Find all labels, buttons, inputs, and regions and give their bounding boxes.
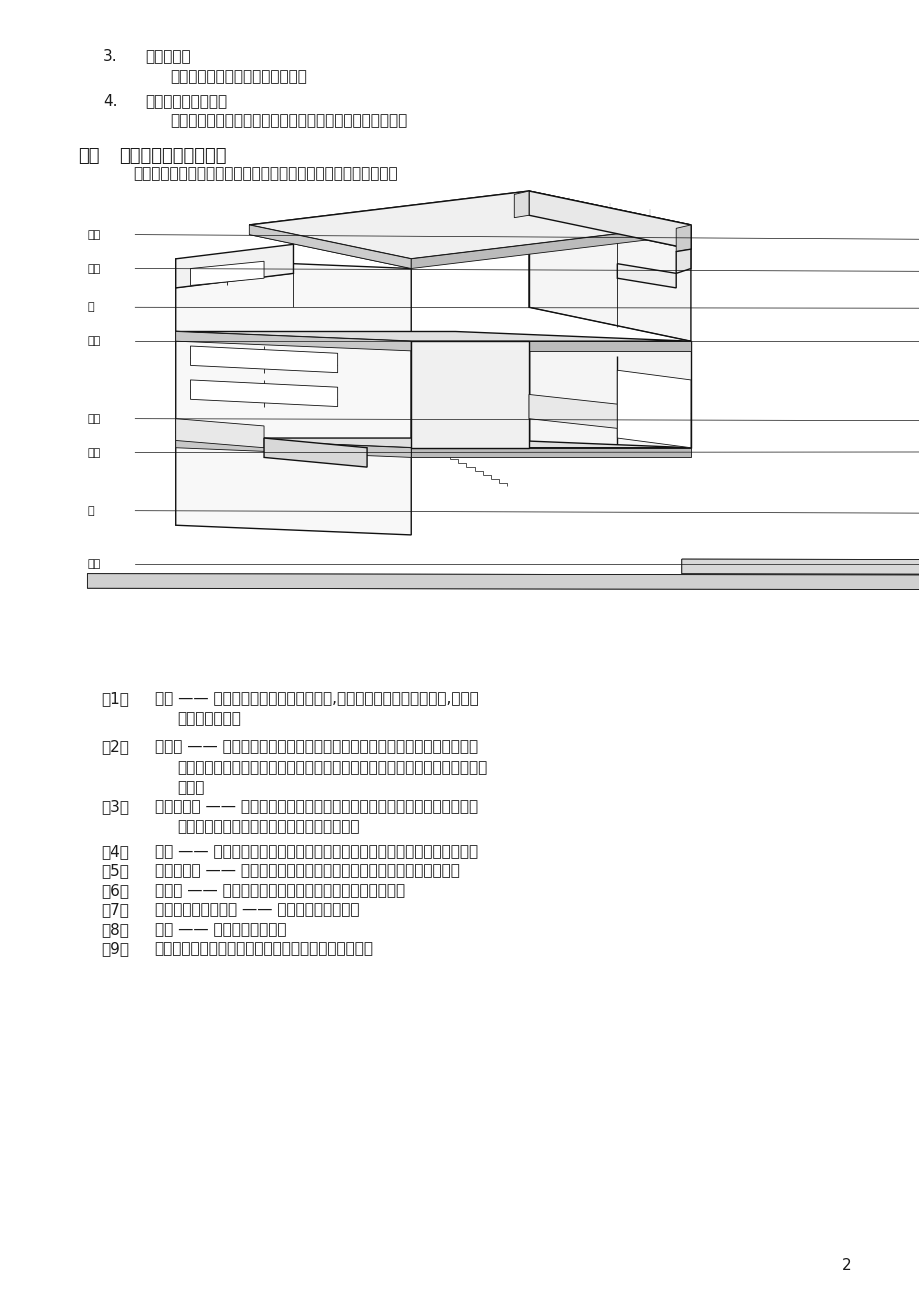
Polygon shape bbox=[411, 448, 690, 457]
Polygon shape bbox=[411, 341, 690, 448]
Polygon shape bbox=[176, 332, 411, 448]
Polygon shape bbox=[514, 191, 528, 217]
Text: 勒脚 —— 保护墙身的构件。: 勒脚 —— 保护墙身的构件。 bbox=[154, 922, 286, 937]
Polygon shape bbox=[249, 225, 411, 268]
Text: 屋顶 —— 是建筑物最上部的构造，用以隔绝风、雨、雪等对建筑物的侵袭。: 屋顶 —— 是建筑物最上部的构造，用以隔绝风、雨、雪等对建筑物的侵袭。 bbox=[154, 844, 477, 859]
Polygon shape bbox=[176, 332, 411, 350]
Text: （6）: （6） bbox=[101, 883, 129, 898]
Text: 外墙: 外墙 bbox=[87, 336, 100, 346]
Polygon shape bbox=[190, 262, 264, 285]
Text: 4.: 4. bbox=[103, 94, 118, 109]
Polygon shape bbox=[176, 419, 264, 448]
Text: （9）: （9） bbox=[101, 941, 129, 957]
Text: 墙与柱 —— 是建筑物垂直方向的承重结构，承担楼层、屋顶荷载及墙身的自: 墙与柱 —— 是建筑物垂直方向的承重结构，承担楼层、屋顶荷载及墙身的自 bbox=[154, 740, 477, 755]
Polygon shape bbox=[617, 264, 675, 288]
Text: 总平面设计、平面设计、剖面设计、建筑体型和立面设计；: 总平面设计、平面设计、剖面设计、建筑体型和立面设计； bbox=[170, 113, 407, 129]
Text: 柱: 柱 bbox=[87, 505, 94, 516]
Text: 雨棚: 雨棚 bbox=[87, 448, 100, 457]
Text: 建筑设计的主要内容: 建筑设计的主要内容 bbox=[145, 94, 227, 109]
Text: 重，并向下传递荷载。外墙还具有防寒、保温作用，内墙具有分隔建筑空间的: 重，并向下传递荷载。外墙还具有防寒、保温作用，内墙具有分隔建筑空间的 bbox=[177, 759, 487, 775]
Polygon shape bbox=[411, 341, 690, 350]
Polygon shape bbox=[190, 380, 337, 406]
Text: （2）: （2） bbox=[101, 740, 129, 755]
Text: 窗: 窗 bbox=[87, 302, 94, 312]
Text: 房屋建筑的组成及作用: 房屋建筑的组成及作用 bbox=[119, 147, 227, 165]
Text: 重量及楼板的自重，并把它传到墙、柱上去。: 重量及楼板的自重，并把它传到墙、柱上去。 bbox=[177, 820, 359, 835]
Polygon shape bbox=[675, 225, 690, 251]
Text: （4）: （4） bbox=[101, 844, 129, 859]
Text: 花架: 花架 bbox=[87, 263, 100, 273]
Text: 卷闸: 卷闸 bbox=[87, 414, 100, 423]
Polygon shape bbox=[617, 370, 690, 448]
Polygon shape bbox=[176, 437, 411, 457]
Text: 门、窗 —— 是建筑物内用以解决隔离和采光、通风之用。: 门、窗 —— 是建筑物内用以解决隔离和采光、通风之用。 bbox=[154, 883, 404, 898]
Text: 楼面与地面 —— 是建筑物水平方向的承重结构，承担各种家具、设备、人的: 楼面与地面 —— 是建筑物水平方向的承重结构，承担各种家具、设备、人的 bbox=[154, 799, 477, 815]
Text: 建筑三要素: 建筑三要素 bbox=[145, 49, 191, 65]
Text: （1）: （1） bbox=[101, 691, 129, 707]
Text: （8）: （8） bbox=[101, 922, 129, 937]
Text: 三、: 三、 bbox=[78, 147, 99, 165]
Text: 2: 2 bbox=[841, 1258, 850, 1273]
Text: 台阶: 台阶 bbox=[87, 559, 100, 569]
Polygon shape bbox=[528, 191, 690, 249]
Text: 作用。: 作用。 bbox=[177, 780, 205, 796]
Polygon shape bbox=[176, 332, 690, 341]
Polygon shape bbox=[87, 574, 919, 592]
Polygon shape bbox=[176, 245, 293, 288]
Polygon shape bbox=[176, 259, 411, 341]
Polygon shape bbox=[176, 437, 690, 448]
Text: 建筑功能、建筑技术、建筑形象；: 建筑功能、建筑技术、建筑形象； bbox=[170, 69, 307, 85]
Polygon shape bbox=[190, 346, 337, 372]
Text: 天沟、雨水管、散水 —— 组成建筑物排水系统: 天沟、雨水管、散水 —— 组成建筑物排水系统 bbox=[154, 902, 358, 918]
Polygon shape bbox=[681, 559, 919, 578]
Text: 基础 —— 是建筑物地下部分的承重结构,用以承担建筑物的上部荷载,并把荷: 基础 —— 是建筑物地下部分的承重结构,用以承担建筑物的上部荷载,并把荷 bbox=[154, 691, 478, 707]
Text: （3）: （3） bbox=[101, 799, 129, 815]
Polygon shape bbox=[264, 437, 367, 467]
Text: 房屋一般由下部的基础、墙、柱、楼地面、门窗以及屋顶等组成。: 房屋一般由下部的基础、墙、柱、楼地面、门窗以及屋顶等组成。 bbox=[133, 167, 398, 182]
Polygon shape bbox=[675, 249, 690, 273]
Polygon shape bbox=[528, 395, 617, 428]
Polygon shape bbox=[411, 341, 528, 448]
Text: （7）: （7） bbox=[101, 902, 129, 918]
Polygon shape bbox=[528, 215, 690, 341]
Text: 载传到地基上。: 载传到地基上。 bbox=[177, 711, 241, 727]
Text: 楼梯、台阶 —— 是建筑物内垂直的交通设施、解决上下层之间的联系。: 楼梯、台阶 —— 是建筑物内垂直的交通设施、解决上下层之间的联系。 bbox=[154, 863, 459, 879]
Text: 阳台: 阳台 bbox=[87, 229, 100, 240]
Text: （5）: （5） bbox=[101, 863, 129, 879]
Polygon shape bbox=[249, 191, 690, 259]
Text: 其他：内墙面的踢脚、墙裙，阳台、烟道及通风道等。: 其他：内墙面的踢脚、墙裙，阳台、烟道及通风道等。 bbox=[154, 941, 373, 957]
Text: 3.: 3. bbox=[103, 49, 118, 65]
Polygon shape bbox=[411, 225, 690, 268]
Polygon shape bbox=[176, 437, 411, 535]
